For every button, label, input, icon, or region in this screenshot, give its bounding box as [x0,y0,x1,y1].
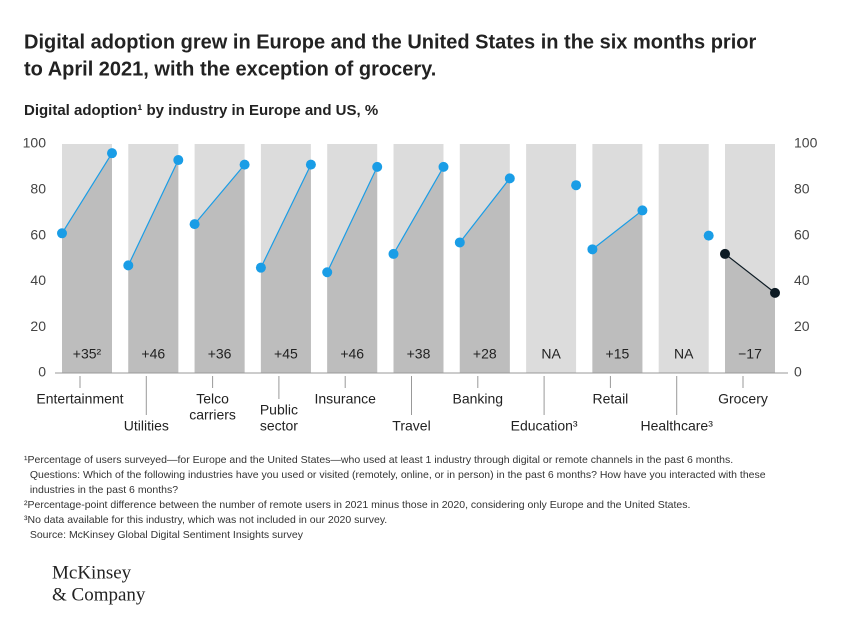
point [454,237,465,248]
area [592,210,643,373]
point [107,148,117,159]
footnote: ¹Percentage of users surveyed—for Europe… [24,454,733,466]
footnote: Questions: Which of the following indust… [24,469,766,481]
slope-line [260,164,312,268]
point [720,248,730,259]
point [637,205,648,216]
y2-tick-label: 60 [794,226,810,242]
change-label: +35² [73,346,102,362]
y-tick-label: 80 [30,181,46,197]
change-label: NA [674,346,694,362]
change-label: +45 [274,346,298,362]
slope-line [194,164,246,225]
x-tick-label: Entertainment [36,391,123,407]
chart-subtitle: Digital adoption¹ by industry in Europe … [24,102,378,119]
slope-line [61,152,113,234]
change-label: +15 [606,346,630,362]
logo: McKinsey [52,562,132,583]
footnote: industries in the past 6 months? [24,484,178,496]
y2-tick-label: 20 [794,318,810,334]
logo: & Company [52,584,146,605]
slope-line [127,159,179,266]
column-band [526,144,577,373]
x-tick-label: Healthcare³ [641,418,714,434]
slope-line [724,253,776,294]
x-tick-label: carriers [189,407,236,423]
point [239,159,250,170]
x-tick-label: Insurance [314,391,376,407]
change-label: +38 [407,346,431,362]
point [305,159,316,170]
footnote: Source: McKinsey Global Digital Sentimen… [24,529,304,541]
y-tick-label: 0 [38,364,46,380]
point [770,287,780,298]
area [260,164,311,373]
x-tick-label: Grocery [718,391,768,407]
change-label: NA [541,346,561,362]
point [587,244,598,255]
point [504,173,515,184]
y-tick-label: 40 [30,272,46,288]
x-tick-label: Telco [196,391,229,407]
y-tick-label: 20 [30,318,46,334]
y-tick-label: 60 [30,226,46,242]
footnote: ²Percentage-point difference between the… [24,499,690,511]
change-label: −17 [738,346,762,362]
point [703,230,714,241]
point [123,260,134,271]
change-label: +36 [208,346,232,362]
point [255,262,266,273]
point [571,180,582,191]
chart-title: to April 2021, with the exception of gro… [24,58,436,80]
column-band [658,144,709,373]
slope-line [392,166,445,255]
point [388,248,399,259]
x-tick-label: Travel [392,418,430,434]
x-tick-label: Public [260,402,298,418]
x-tick-label: sector [260,418,298,434]
point [57,228,67,239]
x-tick-label: Retail [593,391,629,407]
footnote: ³No data available for this industry, wh… [24,514,387,526]
area [62,153,112,373]
slope-line [592,209,643,250]
y2-tick-label: 0 [794,364,802,380]
y2-tick-label: 80 [794,181,810,197]
slope-line [459,177,511,243]
x-tick-label: Banking [453,391,504,407]
slope-line [326,166,378,273]
chart-title: Digital adoption grew in Europe and the … [24,31,756,53]
x-tick-label: Education³ [511,418,578,434]
area [128,160,179,373]
area [327,166,378,373]
point [189,219,200,230]
point [438,161,449,172]
area [194,164,245,373]
y2-tick-label: 40 [794,272,810,288]
y2-tick-label: 100 [794,135,818,151]
y-tick-label: 100 [23,135,47,151]
change-label: +46 [340,346,364,362]
point [372,161,383,172]
change-label: +46 [141,346,165,362]
area [393,166,444,373]
x-tick-label: Utilities [124,418,169,434]
point [322,267,333,278]
point [173,155,184,166]
change-label: +28 [473,346,497,362]
